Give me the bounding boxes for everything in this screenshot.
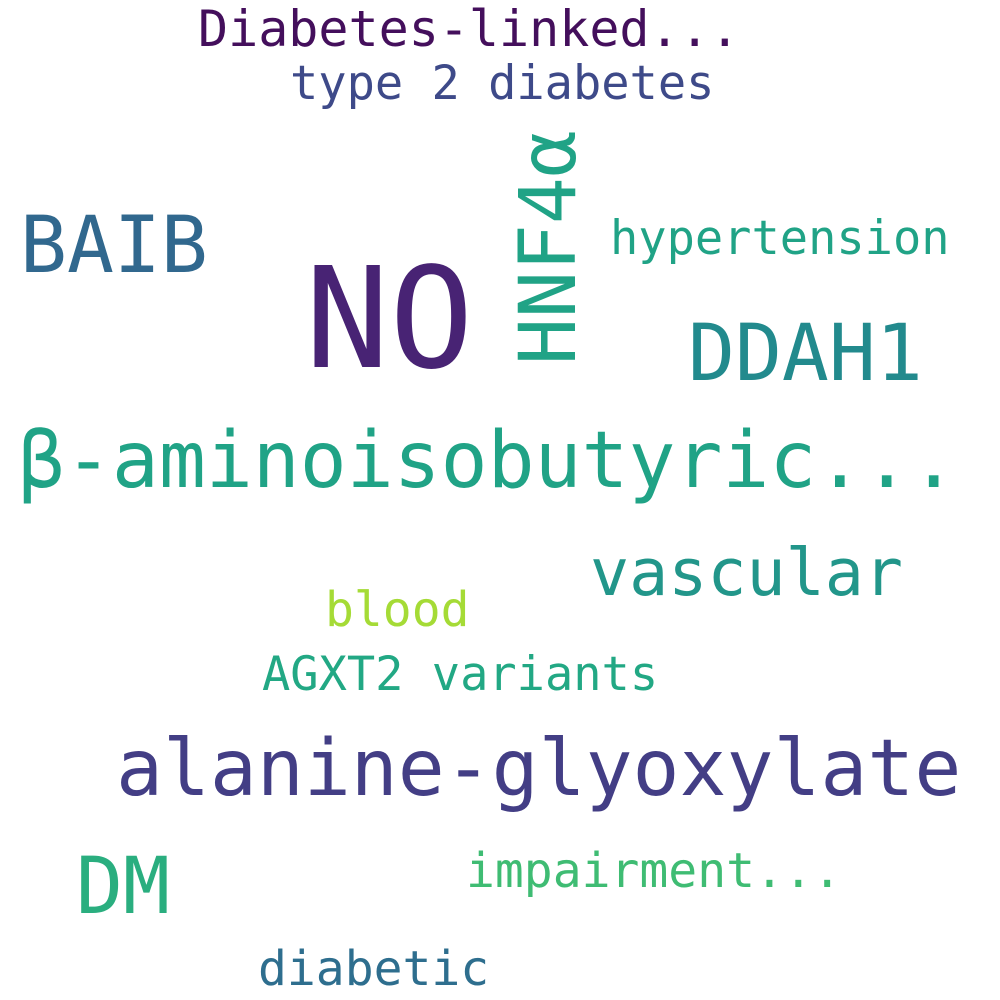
word-type-2-diabetes: type 2 diabetes [290, 56, 715, 111]
word-hnf4a: HNF4α [504, 130, 594, 365]
word-beta-aminoisobutyric: β-aminoisobutyric... [18, 416, 958, 506]
word-no: NO [305, 238, 474, 401]
word-blood: blood [325, 582, 470, 638]
word-agxt2-variants: AGXT2 variants [262, 647, 659, 702]
word-baib: BAIB [20, 201, 208, 291]
word-diabetic: diabetic [258, 941, 490, 997]
word-hypertension: hypertension [610, 211, 950, 266]
word-dm: DM [76, 842, 170, 932]
word-impairment: impairment... [466, 843, 842, 899]
word-ddah1: DDAH1 [688, 309, 923, 399]
word-diabetes-linked: Diabetes-linked... [198, 0, 740, 58]
word-alanine-glyoxylate: alanine-glyoxylate [116, 724, 962, 814]
word-vascular: vascular [590, 536, 904, 611]
